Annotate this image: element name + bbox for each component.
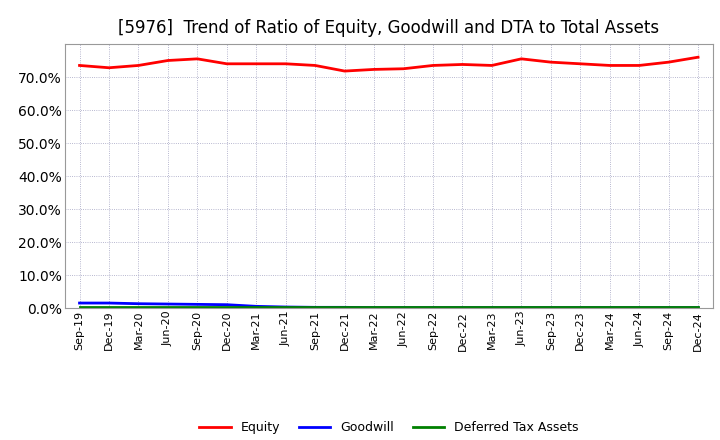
Equity — [606, 63, 614, 68]
Equity — [665, 59, 673, 65]
Goodwill — [222, 302, 231, 307]
Legend: Equity, Goodwill, Deferred Tax Assets: Equity, Goodwill, Deferred Tax Assets — [194, 416, 583, 439]
Deferred Tax Assets — [75, 304, 84, 310]
Equity — [517, 56, 526, 62]
Equity — [311, 63, 320, 68]
Deferred Tax Assets — [163, 304, 172, 310]
Equity — [428, 63, 437, 68]
Goodwill — [134, 301, 143, 306]
Deferred Tax Assets — [341, 304, 349, 310]
Line: Goodwill: Goodwill — [79, 303, 698, 308]
Goodwill — [487, 305, 496, 310]
Deferred Tax Assets — [665, 304, 673, 310]
Deferred Tax Assets — [517, 304, 526, 310]
Equity — [370, 67, 379, 72]
Goodwill — [311, 304, 320, 310]
Goodwill — [75, 301, 84, 306]
Equity — [546, 59, 555, 65]
Equity — [252, 61, 261, 66]
Equity — [399, 66, 408, 71]
Deferred Tax Assets — [222, 304, 231, 310]
Equity — [134, 63, 143, 68]
Goodwill — [399, 305, 408, 310]
Goodwill — [282, 304, 290, 310]
Deferred Tax Assets — [252, 304, 261, 310]
Goodwill — [252, 304, 261, 309]
Equity — [222, 61, 231, 66]
Equity — [104, 65, 113, 70]
Deferred Tax Assets — [576, 304, 585, 310]
Deferred Tax Assets — [104, 304, 113, 310]
Goodwill — [546, 305, 555, 310]
Deferred Tax Assets — [399, 304, 408, 310]
Goodwill — [635, 305, 644, 310]
Line: Equity: Equity — [79, 57, 698, 71]
Goodwill — [665, 305, 673, 310]
Equity — [576, 61, 585, 66]
Title: [5976]  Trend of Ratio of Equity, Goodwill and DTA to Total Assets: [5976] Trend of Ratio of Equity, Goodwil… — [118, 19, 660, 37]
Deferred Tax Assets — [606, 304, 614, 310]
Deferred Tax Assets — [635, 304, 644, 310]
Goodwill — [163, 301, 172, 307]
Goodwill — [104, 301, 113, 306]
Deferred Tax Assets — [487, 304, 496, 310]
Goodwill — [606, 305, 614, 310]
Deferred Tax Assets — [311, 304, 320, 310]
Equity — [282, 61, 290, 66]
Deferred Tax Assets — [694, 304, 703, 310]
Deferred Tax Assets — [370, 304, 379, 310]
Equity — [193, 56, 202, 62]
Goodwill — [576, 305, 585, 310]
Deferred Tax Assets — [428, 304, 437, 310]
Deferred Tax Assets — [546, 304, 555, 310]
Equity — [635, 63, 644, 68]
Equity — [458, 62, 467, 67]
Deferred Tax Assets — [193, 304, 202, 310]
Equity — [75, 63, 84, 68]
Goodwill — [428, 305, 437, 310]
Goodwill — [341, 304, 349, 310]
Deferred Tax Assets — [134, 304, 143, 310]
Deferred Tax Assets — [282, 304, 290, 310]
Equity — [163, 58, 172, 63]
Equity — [694, 55, 703, 60]
Equity — [341, 68, 349, 73]
Goodwill — [694, 305, 703, 310]
Equity — [487, 63, 496, 68]
Goodwill — [458, 305, 467, 310]
Deferred Tax Assets — [458, 304, 467, 310]
Goodwill — [193, 302, 202, 307]
Goodwill — [370, 305, 379, 310]
Goodwill — [517, 305, 526, 310]
